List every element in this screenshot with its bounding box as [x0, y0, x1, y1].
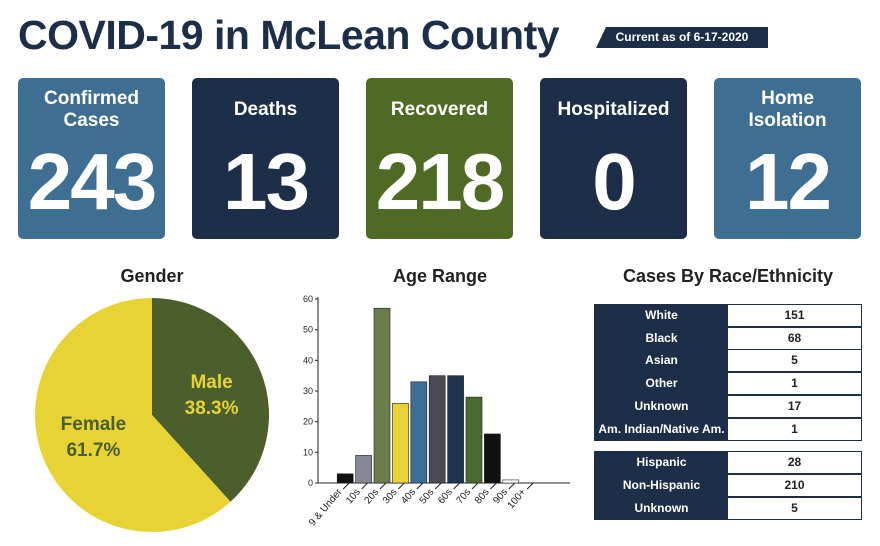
updated-badge: Current as of 6-17-2020: [596, 27, 768, 48]
y-tick-label: 60: [303, 294, 313, 304]
row-label: Asian: [595, 350, 728, 372]
row-value: 5: [728, 497, 861, 519]
x-tick-label: 80s: [473, 487, 492, 506]
row-label: Hispanic: [595, 452, 728, 474]
card-value: 13: [223, 137, 310, 226]
stat-card: Confirmed Cases 243: [18, 78, 165, 239]
row-label: Unknown: [595, 395, 728, 417]
x-tick: [398, 482, 405, 490]
card-value: 12: [745, 137, 832, 226]
row-label: Other: [595, 373, 728, 395]
chart-title: Gender: [120, 266, 184, 286]
table-title: Cases By Race/Ethnicity: [622, 266, 834, 286]
x-tick-label: 60s: [436, 487, 455, 506]
table-row: Asian 5: [594, 349, 862, 373]
bar: [373, 307, 391, 484]
row-label: White: [595, 305, 728, 326]
stat-card: Deaths 13: [192, 78, 339, 239]
bar: [336, 473, 354, 484]
bar: [428, 375, 446, 484]
y-tick-label: 40: [303, 355, 313, 365]
card-label: Deaths: [233, 99, 298, 120]
x-tick: [434, 482, 442, 490]
card-label: Home Isolation: [748, 88, 827, 131]
x-tick: [490, 482, 497, 490]
table-row: Black 68: [594, 326, 862, 350]
y-tick-label: 50: [303, 325, 313, 335]
x-tick-label: 100+: [506, 487, 529, 511]
slice-label: Female: [61, 414, 126, 435]
x-tick-label: 30s: [381, 487, 400, 506]
x-tick: [379, 482, 387, 490]
row-label: Non-Hispanic: [595, 474, 728, 496]
card-label: Confirmed Cases: [44, 88, 139, 131]
x-tick: [342, 482, 350, 490]
table-row: Unknown 17: [594, 394, 862, 418]
table-row: White 151: [594, 304, 862, 327]
row-label: Am. Indian/Native Am.: [595, 418, 728, 440]
table-row: Other 1: [594, 372, 862, 396]
bar: [410, 381, 428, 484]
card-value: 0: [592, 137, 637, 226]
y-tick-label: 20: [303, 417, 313, 427]
card-value: 243: [27, 137, 157, 226]
slice-value-label: 61.7%: [66, 440, 120, 461]
x-tick-label: 40s: [399, 487, 418, 506]
x-tick: [526, 482, 534, 490]
x-tick-label: 50s: [418, 487, 437, 506]
row-value: 28: [728, 452, 861, 474]
y-tick-label: 10: [303, 447, 313, 457]
bar: [484, 433, 501, 484]
bar: [355, 455, 372, 484]
card-label: Hospitalized: [557, 99, 670, 120]
pie-slice: [35, 298, 231, 532]
page-title: COVID-19 in McLean County: [18, 12, 560, 58]
pie-slice: [152, 298, 270, 502]
table-row: Am. Indian/Native Am. 1: [594, 417, 862, 441]
table-row: Hispanic 28: [594, 451, 862, 475]
row-value: 68: [728, 327, 861, 349]
row-value: 210: [728, 474, 861, 496]
y-tick-label: 0: [308, 478, 313, 488]
x-tick-label: 70s: [455, 487, 474, 506]
x-tick: [508, 482, 516, 490]
table-row: Unknown 5: [594, 496, 862, 520]
x-tick: [416, 482, 424, 490]
row-label: Unknown: [595, 497, 728, 519]
slice-value-label: 38.3%: [185, 398, 239, 419]
bar: [392, 402, 409, 484]
row-value: 1: [728, 373, 861, 395]
x-tick: [453, 482, 460, 490]
x-tick-label: 10s: [344, 487, 363, 506]
stat-card: Home Isolation 12: [714, 78, 861, 239]
x-tick-label: 20s: [363, 487, 382, 506]
table-row: Non-Hispanic 210: [594, 473, 862, 497]
row-label: Black: [595, 327, 728, 349]
x-tick: [471, 482, 479, 490]
row-value: 151: [728, 305, 861, 326]
bar: [447, 375, 464, 484]
y-tick-label: 30: [303, 386, 313, 396]
card-label: Recovered: [390, 99, 489, 120]
row-value: 5: [728, 350, 861, 372]
stat-card: Recovered 218: [366, 78, 513, 239]
bar: [502, 479, 520, 484]
x-tick: [361, 482, 368, 490]
x-tick-label: 9 & Under: [307, 486, 345, 528]
stat-card: Hospitalized 0: [540, 78, 687, 239]
slice-label: Male: [190, 372, 232, 393]
row-value: 17: [728, 395, 861, 417]
row-value: 1: [728, 418, 861, 440]
chart-title: Age Range: [392, 266, 488, 286]
card-value: 218: [375, 137, 505, 226]
bar: [465, 396, 483, 484]
